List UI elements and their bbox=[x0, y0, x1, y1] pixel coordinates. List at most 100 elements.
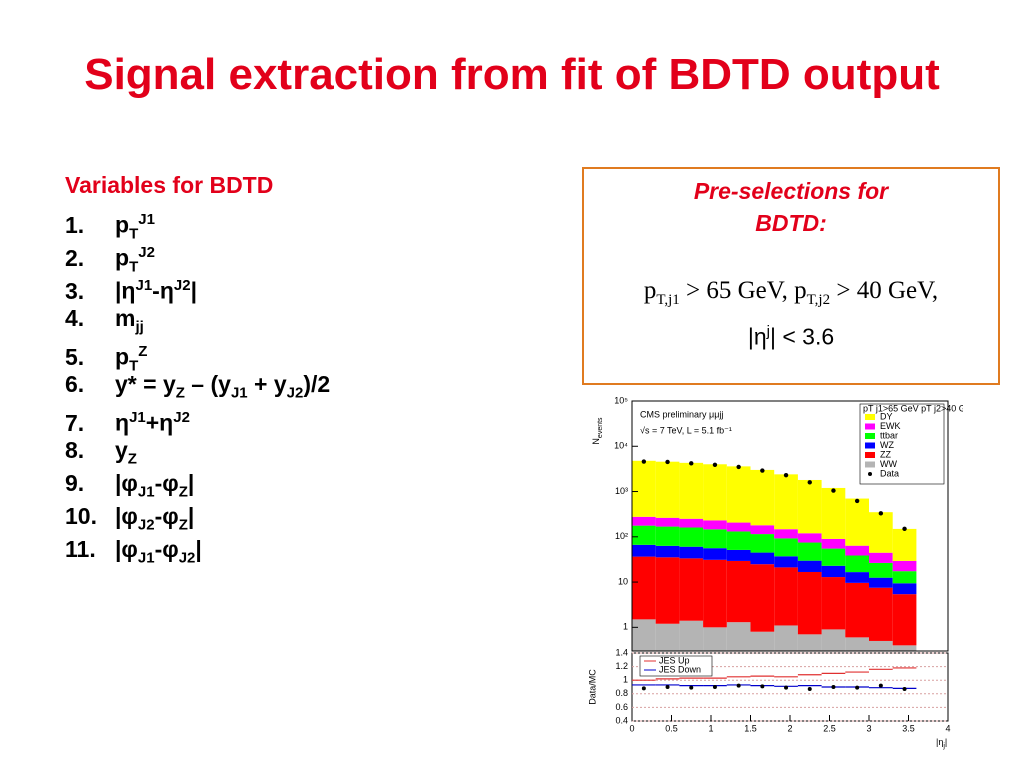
text-part: Z bbox=[138, 343, 148, 360]
stack-segment bbox=[679, 462, 704, 519]
text-part: J2 bbox=[173, 277, 191, 294]
text-part: T bbox=[129, 258, 139, 276]
text-part: j bbox=[942, 743, 945, 750]
text-part: η bbox=[115, 409, 130, 436]
stack-segment bbox=[655, 461, 680, 518]
stack-segment bbox=[750, 631, 775, 651]
stack-segment bbox=[726, 531, 751, 550]
item-number: 3. bbox=[65, 277, 85, 304]
stack-segment bbox=[821, 487, 846, 539]
stack-segment bbox=[726, 549, 751, 561]
x-tick-label: 1.5 bbox=[744, 723, 757, 733]
text-part: > 65 GeV, p bbox=[679, 277, 807, 304]
stack-segment bbox=[726, 560, 751, 623]
x-tick-label: 3.5 bbox=[902, 723, 915, 733]
cut-formula: pT,j1 > 65 GeV, pT,j2 > 40 GeV, bbox=[584, 277, 998, 309]
item-number: 10. bbox=[65, 503, 97, 529]
ratio-point bbox=[855, 685, 860, 690]
plot: 1 10 10² 10³ 10⁴ 10⁵ 0.4 0.6 0.8 1 1.2 1.4 0 0.5 1 1.5 2… bbox=[583, 393, 963, 763]
stack-segment bbox=[750, 525, 775, 535]
legend-label: Data bbox=[880, 468, 899, 478]
ratio-point bbox=[878, 683, 883, 688]
text-part: J1 bbox=[129, 409, 146, 426]
list-item: 2. pTJ2 bbox=[65, 236, 330, 275]
box-title: Pre-selections for BDTD: bbox=[693, 178, 889, 236]
item-number: 11. bbox=[65, 536, 96, 562]
ratio-point bbox=[712, 685, 717, 689]
y-tick-label: 10⁵ bbox=[614, 395, 628, 405]
legend-label: WZ bbox=[880, 440, 894, 450]
stack-segment bbox=[845, 572, 869, 583]
list-item: 9. |φJ1-φZ| bbox=[65, 467, 330, 501]
stack-segment bbox=[892, 594, 917, 646]
stack-segment bbox=[774, 529, 798, 539]
data-point bbox=[736, 464, 741, 470]
frame bbox=[631, 400, 949, 652]
text-part: J2 bbox=[137, 516, 155, 534]
stack-segment bbox=[869, 587, 893, 641]
legend-swatch bbox=[865, 423, 875, 430]
item-number: 2. bbox=[65, 244, 85, 271]
item-number: 4. bbox=[65, 305, 85, 331]
stack-segment bbox=[892, 583, 917, 595]
y-tick-label: 10⁴ bbox=[614, 441, 628, 451]
x-tick-label: 2 bbox=[787, 723, 792, 733]
stack-segment bbox=[797, 542, 822, 561]
text-part: T,j2 bbox=[806, 292, 831, 308]
data-point bbox=[641, 459, 647, 464]
text-part: | bbox=[195, 536, 202, 562]
data-point bbox=[807, 480, 812, 485]
ratio-point bbox=[807, 687, 812, 692]
stack-segment bbox=[632, 544, 656, 557]
text-part: -φ bbox=[154, 470, 179, 496]
text-part: | bbox=[187, 470, 195, 496]
stack-segment bbox=[845, 545, 869, 556]
stack-segment bbox=[869, 640, 893, 651]
stack-segment bbox=[869, 512, 893, 553]
stack-segment bbox=[655, 623, 680, 651]
item-number: 5. bbox=[65, 343, 85, 370]
ratio-point bbox=[831, 685, 836, 689]
stack-segment bbox=[750, 534, 775, 553]
y-tick-label: 10² bbox=[615, 531, 628, 541]
stack-segment bbox=[892, 571, 917, 584]
annotation: CMS preliminary μμjj bbox=[640, 409, 723, 419]
list-item: 1. pTJ1 bbox=[65, 203, 330, 242]
variable-list: Variables for BDTD 1. pTJ1 2. pTJ2 3. |ηJ1-ηJ… bbox=[65, 172, 331, 567]
stack-segment bbox=[797, 571, 822, 635]
legend-label: ZZ bbox=[880, 449, 891, 459]
x-tick-label: 2.5 bbox=[823, 723, 836, 733]
stack-segment bbox=[703, 464, 727, 521]
legend-marker bbox=[868, 472, 872, 476]
legend-label: JES Up bbox=[659, 655, 690, 665]
stack-segment bbox=[726, 466, 751, 523]
text-part: |φ bbox=[115, 470, 138, 496]
stack-segment bbox=[632, 619, 656, 651]
data-point bbox=[665, 459, 670, 465]
text-part: J1 bbox=[135, 277, 153, 294]
list-item: 4. mjj bbox=[65, 302, 330, 336]
ratio-point bbox=[641, 686, 646, 691]
data-point bbox=[760, 468, 765, 473]
ratio-point bbox=[689, 685, 694, 690]
text-part: J1 bbox=[137, 549, 155, 567]
data-point bbox=[902, 526, 907, 532]
list-item: 7. ηJ1+ηJ2 bbox=[65, 401, 330, 436]
text-part: |φ bbox=[115, 503, 138, 529]
stack-segment bbox=[821, 538, 846, 549]
stack-segment bbox=[892, 560, 917, 572]
y-tick-label: 1 bbox=[623, 622, 628, 632]
text-part: |η bbox=[936, 737, 943, 747]
text-part: J2 bbox=[178, 549, 196, 567]
text-part: )/2 bbox=[303, 371, 331, 397]
text-part: p bbox=[643, 277, 657, 304]
text-part: +η bbox=[145, 409, 174, 436]
legend-title: pT j1>65 GeV pT j2>40 GeV bbox=[863, 403, 963, 413]
stack-segment bbox=[845, 582, 869, 638]
x-tick-label: 1 bbox=[708, 723, 713, 733]
text-part: Z bbox=[127, 450, 137, 468]
legend-swatch bbox=[865, 433, 875, 439]
x-tick-label: 0.5 bbox=[665, 723, 678, 733]
stack-segment bbox=[797, 479, 822, 534]
stack-segment bbox=[797, 533, 822, 543]
